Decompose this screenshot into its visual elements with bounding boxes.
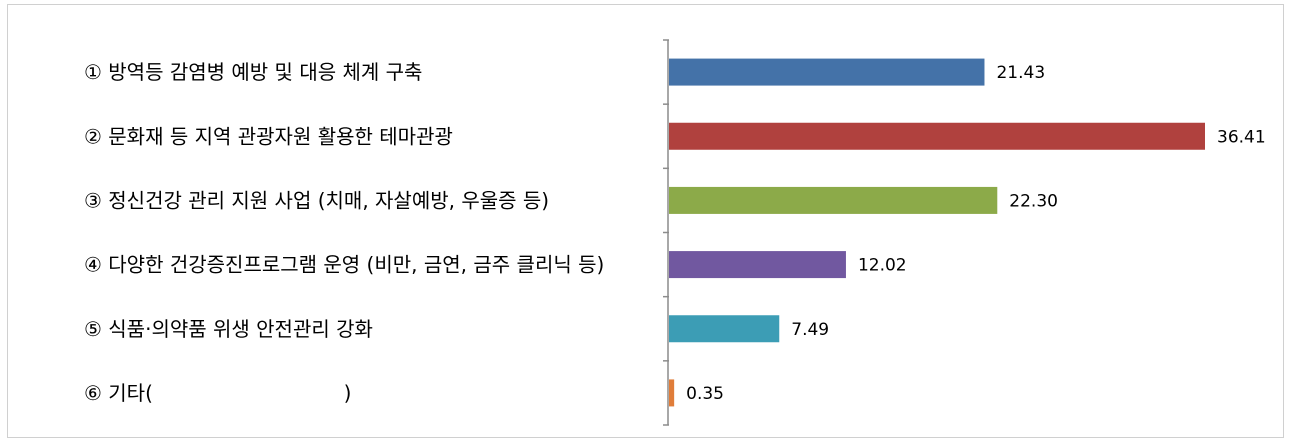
category-label: ② 문화재 등 지역 관광자원 활용한 테마관광 bbox=[84, 124, 453, 148]
bar bbox=[669, 122, 1205, 150]
value-label: 7.49 bbox=[791, 320, 829, 340]
chart-frame bbox=[7, 4, 1284, 438]
value-label: 0.35 bbox=[686, 384, 724, 404]
bar bbox=[669, 251, 846, 279]
bar bbox=[669, 58, 985, 86]
bar bbox=[669, 379, 675, 407]
category-label: ③ 정신건강 관리 지원 사업 (치매, 자살예방, 우울증 등) bbox=[84, 188, 549, 212]
bar bbox=[669, 315, 780, 343]
bar bbox=[669, 186, 998, 214]
value-label: 22.30 bbox=[1009, 191, 1058, 211]
category-label: ⑤ 식품·의약품 위생 안전관리 강화 bbox=[84, 317, 373, 341]
value-label: 21.43 bbox=[996, 63, 1045, 83]
category-label: ④ 다양한 건강증진프로그램 운영 (비만, 금연, 금주 클리닉 등) bbox=[84, 253, 604, 277]
value-label: 12.02 bbox=[858, 256, 907, 276]
category-label: ⑥ 기타( ) bbox=[84, 381, 351, 405]
value-label: 36.41 bbox=[1217, 127, 1266, 147]
category-label: ① 방역등 감염병 예방 및 대응 체계 구축 bbox=[84, 60, 422, 84]
